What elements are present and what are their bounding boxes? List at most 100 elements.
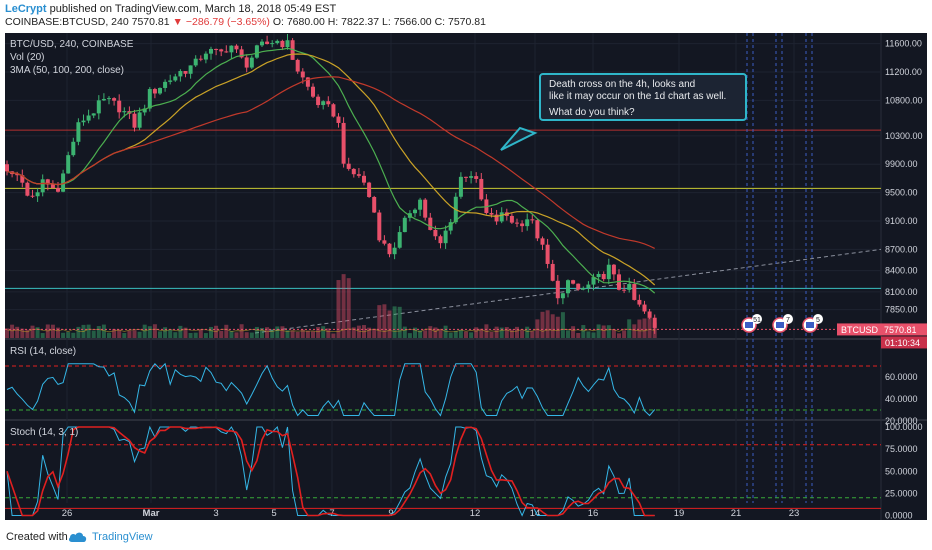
x-tick-label: 23 (789, 508, 800, 519)
volume-bar (50, 324, 55, 338)
candle-body (596, 273, 601, 278)
candle-body (101, 98, 106, 101)
candle-body (489, 213, 494, 215)
volume-bar (188, 332, 193, 338)
volume-bar (15, 326, 20, 338)
tradingview-link[interactable]: TradingView (92, 531, 153, 543)
price-tick-label: 8100.00 (885, 287, 918, 297)
candle-body (295, 59, 300, 72)
candle-body (351, 168, 356, 175)
candle-body (356, 174, 361, 176)
volume-bar (152, 324, 157, 338)
candle-body (122, 111, 127, 113)
volume-bar (407, 333, 412, 338)
volume-bar (387, 310, 392, 338)
volume-bar (560, 312, 565, 338)
price-tick-label: 9900.00 (885, 159, 918, 169)
volume-bar (341, 274, 346, 338)
volume-bar (499, 327, 504, 338)
volume-bar (76, 326, 81, 338)
low-value: L: 7566.00 (382, 16, 432, 28)
candle-body (239, 49, 244, 58)
countdown-text: 01:10:34 (885, 338, 920, 348)
stoch-tick-label: 100.0000 (885, 422, 923, 432)
volume-bar (101, 324, 106, 338)
candle-body (188, 65, 193, 74)
volume-bar (178, 325, 183, 338)
volume-bar (285, 330, 290, 338)
candles (5, 33, 657, 334)
volume-bar (586, 331, 591, 338)
volume-bar (229, 330, 234, 338)
volume-bar (30, 325, 35, 338)
candle-body (132, 113, 137, 128)
candle-body (581, 288, 586, 290)
volume-bar (509, 329, 514, 338)
candle-body (326, 101, 331, 105)
volume-bar (515, 326, 519, 338)
candle-body (423, 199, 428, 218)
candle-body (147, 89, 152, 109)
candle-body (107, 98, 111, 100)
candle-body (270, 43, 275, 45)
volume-bar (392, 306, 397, 338)
price-tick-label: 8700.00 (885, 244, 918, 254)
author-link[interactable]: LeCrypt (5, 3, 47, 15)
rsi-tick-label: 20.0000 (885, 416, 918, 426)
volume-bar (479, 328, 484, 338)
candle-body (535, 220, 540, 239)
candle-body (474, 176, 479, 179)
volume-bar (219, 330, 224, 338)
x-tick-label: 12 (470, 508, 481, 519)
candle-body (525, 219, 530, 227)
candle-body (458, 176, 463, 197)
price-tick-label: 9500.00 (885, 188, 918, 198)
candle-body (234, 45, 239, 50)
volume-bar (5, 328, 9, 338)
candle-body (61, 173, 66, 192)
volume-bar (203, 333, 208, 338)
x-tick-label: 14 (530, 508, 541, 519)
volume-bar (331, 333, 336, 338)
ohlc-line: COINBASE:BTCUSD, 240 7570.81 ▼ −286.79 (… (5, 16, 486, 28)
candle-body (346, 163, 351, 169)
price-tick-label: 8400.00 (885, 266, 918, 276)
candle-body (469, 176, 474, 178)
chart-canvas[interactable]: 26 Mar 3 5 7 9 12 14 16 19 21 23 11600.00 11200.00 108… (5, 33, 927, 520)
event-count: 7 (786, 317, 790, 324)
legend-rsi: RSI (14, close) (10, 346, 77, 357)
volume-bar (458, 329, 463, 338)
candle-body (627, 284, 632, 290)
candle-body (249, 57, 254, 68)
volume-bar (321, 326, 326, 338)
volume-bar (433, 327, 438, 338)
volume-bar (632, 324, 637, 338)
volume-bar (254, 326, 259, 338)
price-tick-label: 10800.00 (885, 95, 923, 105)
volume-bar (571, 326, 576, 338)
candle-body (438, 236, 443, 244)
annotation-callout[interactable]: Death cross on the 4h, looks and like it… (539, 73, 747, 121)
volume-bar (224, 324, 229, 338)
volume-bar (627, 319, 632, 338)
candle-body (509, 215, 514, 223)
candle-body (25, 182, 30, 196)
volume-bar (617, 333, 621, 338)
volume-bar (183, 327, 188, 338)
volume-bar (402, 326, 407, 338)
rsi-tick-label: 60.0000 (885, 372, 918, 382)
candle-body (183, 71, 188, 74)
legend-volume: Vol (20) (10, 52, 45, 63)
event-count: 51 (753, 317, 761, 324)
candle-body (637, 299, 642, 305)
candle-body (392, 247, 397, 255)
chart-area[interactable]: 26 Mar 3 5 7 9 12 14 16 19 21 23 11600.00 11200.00 108… (5, 33, 927, 520)
candle-body (413, 209, 417, 214)
volume-bar (290, 330, 295, 338)
x-tick-label: 19 (674, 508, 685, 519)
candle-body (433, 229, 438, 237)
volume-bar (56, 327, 60, 338)
candle-body (45, 179, 50, 185)
volume-bar (489, 331, 494, 338)
volume-bar (494, 326, 499, 338)
